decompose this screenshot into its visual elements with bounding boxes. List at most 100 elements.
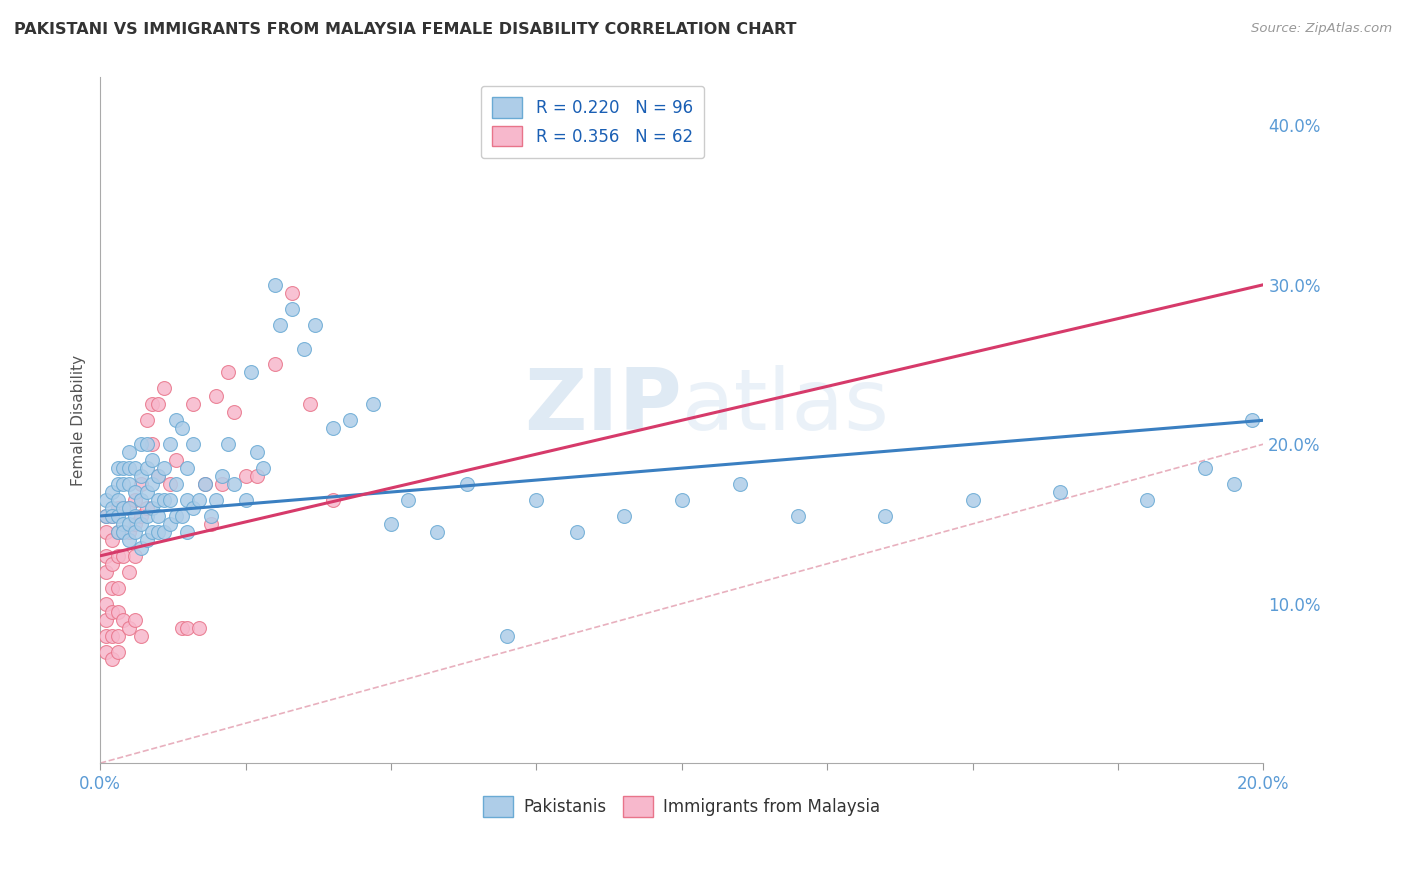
- Point: [112, 549, 135, 563]
- Point: [153, 461, 176, 475]
- Point: [269, 318, 291, 332]
- Point: [363, 397, 385, 411]
- Point: [129, 437, 152, 451]
- Point: [787, 508, 810, 523]
- Point: [100, 605, 122, 619]
- Point: [217, 366, 239, 380]
- Point: [118, 516, 141, 531]
- Point: [159, 516, 181, 531]
- Point: [194, 477, 217, 491]
- Point: [188, 493, 211, 508]
- Point: [118, 477, 141, 491]
- Text: PAKISTANI VS IMMIGRANTS FROM MALAYSIA FEMALE DISABILITY CORRELATION CHART: PAKISTANI VS IMMIGRANTS FROM MALAYSIA FE…: [14, 22, 797, 37]
- Point: [153, 493, 176, 508]
- Point: [148, 524, 170, 539]
- Point: [304, 318, 326, 332]
- Point: [124, 461, 146, 475]
- Point: [613, 508, 636, 523]
- Point: [112, 613, 135, 627]
- Point: [181, 397, 204, 411]
- Point: [205, 389, 228, 403]
- Point: [176, 493, 198, 508]
- Point: [188, 621, 211, 635]
- Point: [94, 565, 117, 579]
- Point: [176, 524, 198, 539]
- Point: [141, 437, 163, 451]
- Point: [107, 477, 129, 491]
- Point: [240, 366, 263, 380]
- Point: [200, 516, 222, 531]
- Point: [94, 524, 117, 539]
- Point: [875, 508, 897, 523]
- Point: [246, 445, 269, 459]
- Point: [263, 358, 285, 372]
- Point: [107, 644, 129, 658]
- Point: [671, 493, 693, 508]
- Point: [322, 493, 344, 508]
- Point: [235, 493, 257, 508]
- Point: [100, 629, 122, 643]
- Point: [112, 477, 135, 491]
- Point: [962, 493, 984, 508]
- Point: [181, 500, 204, 515]
- Point: [94, 493, 117, 508]
- Point: [1223, 477, 1246, 491]
- Point: [118, 445, 141, 459]
- Point: [396, 493, 419, 508]
- Point: [107, 581, 129, 595]
- Point: [94, 597, 117, 611]
- Point: [170, 621, 193, 635]
- Point: [107, 605, 129, 619]
- Point: [107, 549, 129, 563]
- Point: [94, 613, 117, 627]
- Point: [298, 397, 321, 411]
- Point: [141, 477, 163, 491]
- Point: [380, 516, 402, 531]
- Point: [141, 500, 163, 515]
- Point: [124, 493, 146, 508]
- Point: [211, 477, 233, 491]
- Point: [118, 500, 141, 515]
- Point: [141, 524, 163, 539]
- Point: [100, 581, 122, 595]
- Point: [159, 493, 181, 508]
- Point: [165, 413, 187, 427]
- Point: [1049, 485, 1071, 500]
- Point: [194, 477, 217, 491]
- Point: [1194, 461, 1216, 475]
- Point: [1136, 493, 1159, 508]
- Point: [496, 629, 519, 643]
- Point: [565, 524, 588, 539]
- Point: [112, 524, 135, 539]
- Point: [124, 613, 146, 627]
- Point: [118, 461, 141, 475]
- Point: [235, 469, 257, 483]
- Point: [292, 342, 315, 356]
- Point: [252, 461, 274, 475]
- Text: Source: ZipAtlas.com: Source: ZipAtlas.com: [1251, 22, 1392, 36]
- Point: [148, 493, 170, 508]
- Point: [94, 508, 117, 523]
- Point: [107, 461, 129, 475]
- Point: [148, 469, 170, 483]
- Point: [118, 621, 141, 635]
- Point: [107, 493, 129, 508]
- Text: atlas: atlas: [682, 365, 890, 448]
- Point: [129, 629, 152, 643]
- Point: [94, 629, 117, 643]
- Point: [100, 485, 122, 500]
- Point: [456, 477, 478, 491]
- Point: [135, 500, 157, 515]
- Point: [281, 301, 304, 316]
- Point: [124, 524, 146, 539]
- Text: ZIP: ZIP: [524, 365, 682, 448]
- Point: [148, 469, 170, 483]
- Point: [211, 469, 233, 483]
- Point: [165, 508, 187, 523]
- Point: [148, 397, 170, 411]
- Legend: Pakistanis, Immigrants from Malaysia: Pakistanis, Immigrants from Malaysia: [477, 789, 887, 823]
- Point: [524, 493, 547, 508]
- Point: [222, 405, 245, 419]
- Point: [112, 500, 135, 515]
- Point: [118, 524, 141, 539]
